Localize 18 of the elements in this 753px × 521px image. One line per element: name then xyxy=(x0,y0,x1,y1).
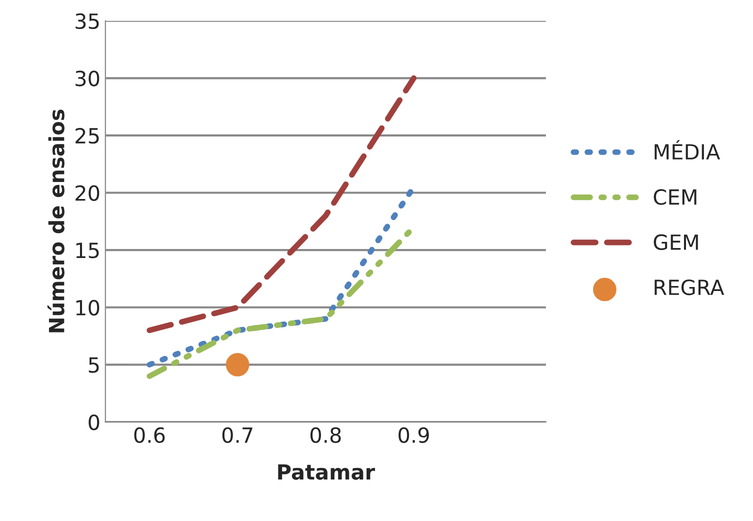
y-tick-label: 10 xyxy=(76,300,100,316)
legend-label: MÉDIA xyxy=(654,140,720,160)
x-tick-label: 0.8 xyxy=(310,427,341,443)
y-tick-label: 25 xyxy=(76,128,99,144)
y-tick-label: 5 xyxy=(88,357,99,373)
legend-label: GEM xyxy=(654,234,698,250)
legend-label: REGRA xyxy=(654,279,724,296)
y-tick-label: 0 xyxy=(88,414,100,430)
y-axis-title: Número de ensaios xyxy=(47,110,64,332)
y-tick-label: 20 xyxy=(76,185,100,201)
y-tick-label: 30 xyxy=(76,70,100,86)
y-tick-label: 15 xyxy=(76,242,99,258)
legend-label: CEM xyxy=(654,189,696,205)
x-axis-title: Patamar xyxy=(278,464,376,480)
x-tick-label: 0.7 xyxy=(222,427,252,443)
y-tick-label: 35 xyxy=(76,13,99,30)
x-tick-label: 0.6 xyxy=(134,427,165,443)
x-tick-label: 0.9 xyxy=(398,427,429,443)
